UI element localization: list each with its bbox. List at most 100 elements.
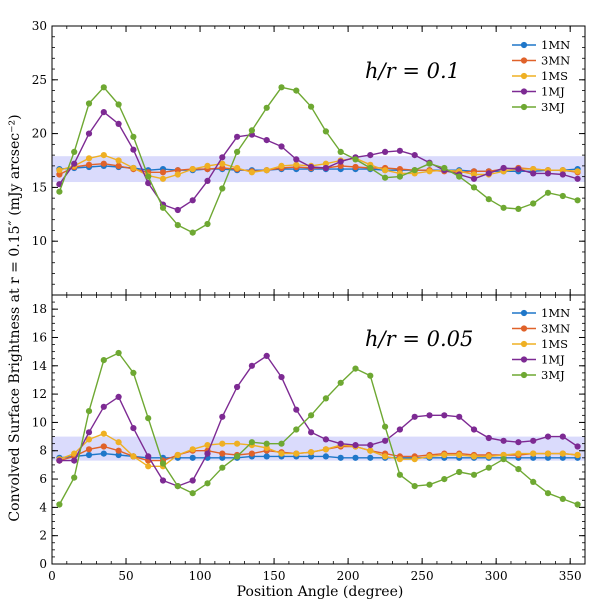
data-point — [515, 166, 522, 173]
y-tick-label: 30 — [32, 19, 47, 33]
y-tick-label: 8 — [39, 444, 47, 458]
data-point — [426, 412, 433, 419]
data-point — [337, 454, 344, 461]
data-point — [500, 437, 507, 444]
x-tick-label: 150 — [263, 569, 286, 583]
data-point — [219, 160, 226, 167]
data-point — [263, 104, 270, 111]
legend-marker — [520, 57, 528, 64]
data-point — [234, 133, 241, 140]
data-point — [293, 156, 300, 163]
data-point — [352, 163, 359, 171]
data-point — [248, 362, 255, 369]
data-point — [500, 204, 507, 211]
data-point — [115, 393, 122, 400]
data-point — [85, 451, 93, 459]
data-point — [204, 442, 211, 449]
data-point — [485, 453, 492, 460]
data-point — [234, 164, 241, 172]
y-axis-label: Convolved Surface Brightness at r = 0.15… — [7, 114, 23, 521]
data-point — [500, 456, 507, 463]
data-point — [352, 156, 359, 163]
data-point — [367, 164, 374, 172]
y-tick-label: 0 — [39, 557, 47, 571]
legend-marker — [520, 356, 528, 363]
data-point — [204, 162, 211, 169]
legend-label: 3MJ — [541, 368, 565, 382]
data-point — [145, 453, 152, 460]
data-point — [559, 192, 566, 200]
legend-marker — [520, 309, 528, 317]
data-point — [485, 170, 492, 177]
data-point — [293, 450, 300, 457]
data-point — [559, 167, 566, 174]
data-point — [559, 495, 566, 502]
data-point — [115, 439, 122, 446]
data-point — [337, 379, 344, 386]
data-point — [544, 189, 552, 196]
y-tick-label: 6 — [39, 472, 47, 486]
data-point — [470, 175, 478, 182]
data-point — [248, 169, 255, 176]
legend-label: 1MN — [541, 306, 570, 320]
data-point — [293, 426, 300, 433]
data-point — [115, 451, 122, 459]
data-point — [352, 442, 359, 449]
legend-marker — [520, 371, 528, 379]
data-point — [367, 447, 374, 454]
data-point — [130, 425, 137, 432]
legend-label: 3MJ — [541, 100, 565, 114]
data-point — [85, 446, 93, 453]
y-tick-label: 2 — [39, 529, 47, 543]
data-point — [485, 196, 492, 203]
y-tick-label: 12 — [32, 387, 47, 401]
x-tick-label: 200 — [337, 569, 360, 583]
data-point — [100, 84, 107, 91]
data-point — [470, 171, 478, 178]
data-point — [559, 450, 566, 457]
data-point — [396, 173, 403, 180]
x-tick-label: 0 — [48, 569, 56, 583]
data-point — [189, 166, 196, 173]
legend-marker — [520, 325, 528, 332]
data-point — [219, 450, 226, 457]
legend-label: 1MS — [541, 69, 568, 83]
data-point — [85, 429, 93, 436]
data-point — [574, 501, 581, 508]
legend-marker — [520, 72, 528, 80]
legend-label: 3MN — [541, 54, 570, 68]
data-point — [248, 439, 255, 446]
legend-label: 1MJ — [541, 85, 565, 99]
data-point — [470, 453, 478, 460]
x-tick-label: 100 — [189, 569, 212, 583]
y-tick-label: 4 — [39, 500, 47, 514]
data-point — [85, 408, 93, 415]
data-point — [71, 474, 78, 481]
data-point — [100, 152, 107, 159]
data-point — [145, 180, 152, 187]
data-point — [234, 453, 241, 460]
y-tick-label: 14 — [32, 359, 48, 373]
data-point — [263, 167, 270, 174]
data-point — [56, 457, 63, 464]
legend-marker — [520, 88, 528, 95]
data-point — [293, 87, 300, 94]
data-point — [189, 477, 196, 484]
panel-annotation: h/r = 0.1 — [365, 59, 460, 83]
data-point — [322, 436, 329, 443]
data-point — [574, 443, 581, 450]
data-point — [174, 167, 181, 174]
data-point — [263, 352, 270, 359]
series-3MJ — [56, 84, 581, 236]
legend-marker — [520, 103, 528, 111]
data-point — [530, 478, 537, 485]
data-point — [367, 152, 374, 159]
data-point — [100, 357, 107, 364]
data-point — [56, 171, 63, 178]
data-point — [248, 127, 255, 134]
data-point — [85, 100, 93, 107]
data-point — [574, 175, 581, 182]
